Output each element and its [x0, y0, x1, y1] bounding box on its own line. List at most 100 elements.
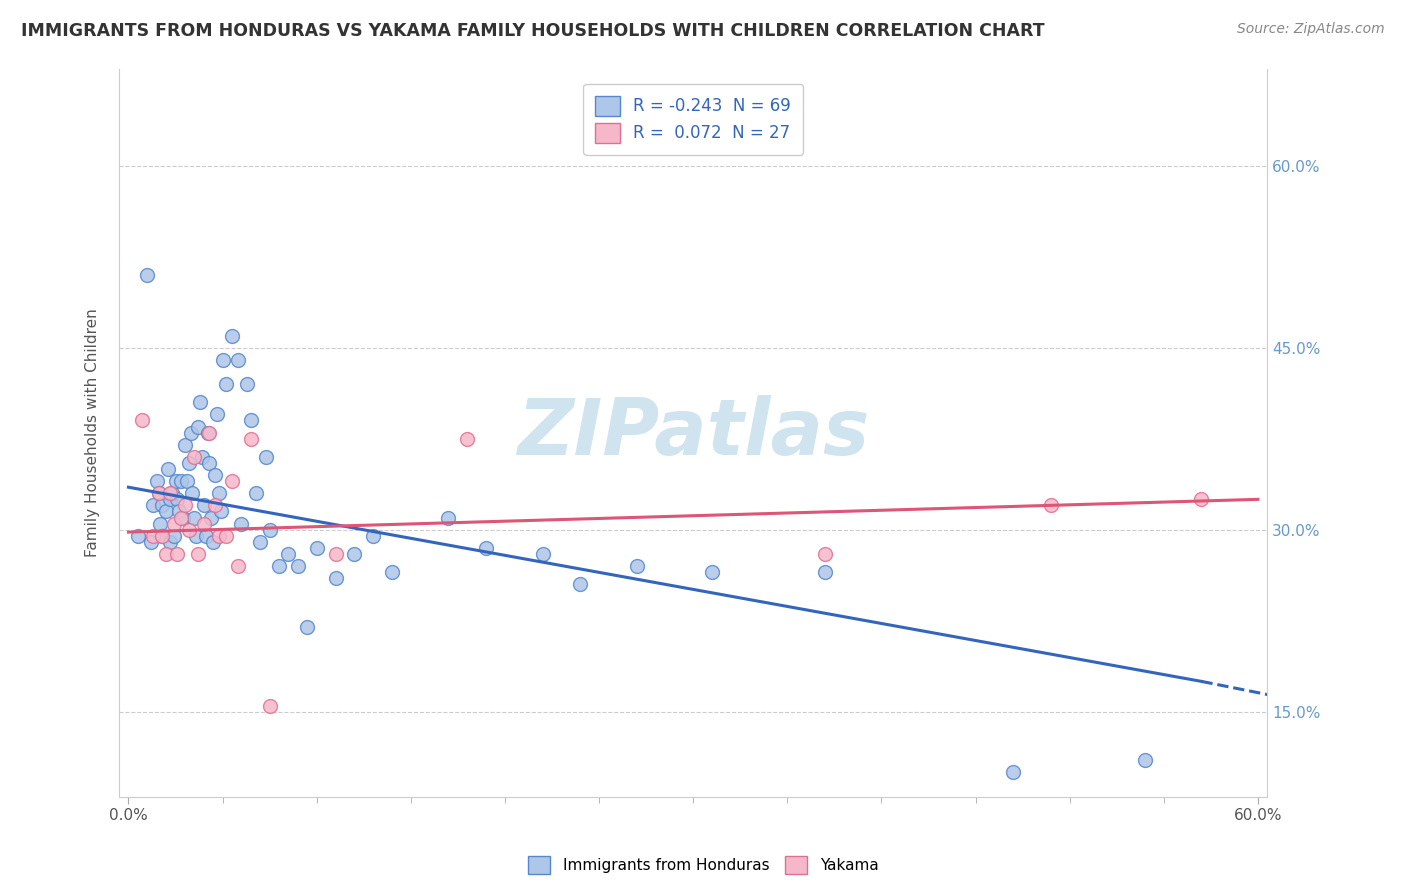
Point [155, 504, 177, 518]
Point [148, 486, 170, 500]
Point [172, 510, 194, 524]
Point [700, 565, 723, 579]
Point [183, 510, 205, 524]
Point [814, 565, 837, 579]
Point [1002, 765, 1025, 780]
Point [221, 474, 243, 488]
Point [259, 698, 281, 713]
Point [626, 559, 648, 574]
Point [236, 377, 259, 392]
Point [277, 547, 299, 561]
Point [208, 529, 231, 543]
Point [188, 395, 211, 409]
Point [239, 432, 262, 446]
Point [159, 534, 181, 549]
Point [456, 432, 478, 446]
Point [381, 565, 404, 579]
Point [176, 474, 198, 488]
Point [131, 413, 153, 427]
Point [180, 425, 202, 440]
Point [325, 547, 347, 561]
Point [254, 450, 277, 464]
Point [177, 523, 200, 537]
Point [198, 425, 221, 440]
Point [181, 486, 204, 500]
Point [475, 541, 498, 555]
Point [204, 468, 226, 483]
Point [169, 504, 191, 518]
Point [297, 620, 319, 634]
Point [170, 510, 193, 524]
Point [200, 510, 222, 524]
Point [170, 474, 193, 488]
Point [305, 541, 328, 555]
Point [183, 450, 205, 464]
Point [211, 352, 233, 367]
Point [174, 438, 197, 452]
Point [198, 456, 221, 470]
Point [150, 529, 173, 543]
Point [193, 499, 215, 513]
Point [202, 534, 225, 549]
Point [249, 534, 271, 549]
Point [531, 547, 554, 561]
Point [287, 559, 309, 574]
Point [187, 419, 209, 434]
Point [148, 486, 170, 500]
Point [162, 529, 184, 543]
Point [177, 456, 200, 470]
Legend: R = -0.243  N = 69, R =  0.072  N = 27: R = -0.243 N = 69, R = 0.072 N = 27 [583, 84, 803, 155]
Point [139, 534, 162, 549]
Point [155, 547, 177, 561]
Point [221, 328, 243, 343]
Point [174, 499, 197, 513]
Point [437, 510, 460, 524]
Point [226, 559, 249, 574]
Point [145, 474, 167, 488]
Point [165, 474, 187, 488]
Point [226, 352, 249, 367]
Point [187, 547, 209, 561]
Point [166, 492, 188, 507]
Point [193, 516, 215, 531]
Point [162, 516, 184, 531]
Point [208, 486, 231, 500]
Point [142, 529, 165, 543]
Point [160, 486, 183, 500]
Point [166, 547, 188, 561]
Text: Source: ZipAtlas.com: Source: ZipAtlas.com [1237, 22, 1385, 37]
Point [814, 547, 837, 561]
Point [186, 529, 208, 543]
Legend: Immigrants from Honduras, Yakama: Immigrants from Honduras, Yakama [522, 850, 884, 880]
Point [204, 499, 226, 513]
Point [205, 408, 228, 422]
Point [569, 577, 592, 591]
Point [245, 486, 267, 500]
Point [150, 529, 173, 543]
Point [343, 547, 366, 561]
Text: IMMIGRANTS FROM HONDURAS VS YAKAMA FAMILY HOUSEHOLDS WITH CHILDREN CORRELATION C: IMMIGRANTS FROM HONDURAS VS YAKAMA FAMIL… [21, 22, 1045, 40]
Point [267, 559, 290, 574]
Point [149, 516, 172, 531]
Point [1133, 753, 1156, 767]
Text: ZIPatlas: ZIPatlas [517, 394, 869, 471]
Point [259, 523, 281, 537]
Point [127, 529, 149, 543]
Point [209, 504, 232, 518]
Point [156, 462, 179, 476]
Point [1039, 499, 1062, 513]
Point [231, 516, 253, 531]
Y-axis label: Family Households with Children: Family Households with Children [86, 309, 100, 557]
Point [142, 499, 165, 513]
Point [159, 486, 181, 500]
Point [325, 571, 347, 585]
Point [159, 492, 181, 507]
Point [215, 377, 238, 392]
Point [215, 529, 238, 543]
Point [194, 529, 217, 543]
Point [239, 413, 262, 427]
Point [361, 529, 384, 543]
Point [191, 450, 214, 464]
Point [1191, 492, 1213, 507]
Point [150, 499, 173, 513]
